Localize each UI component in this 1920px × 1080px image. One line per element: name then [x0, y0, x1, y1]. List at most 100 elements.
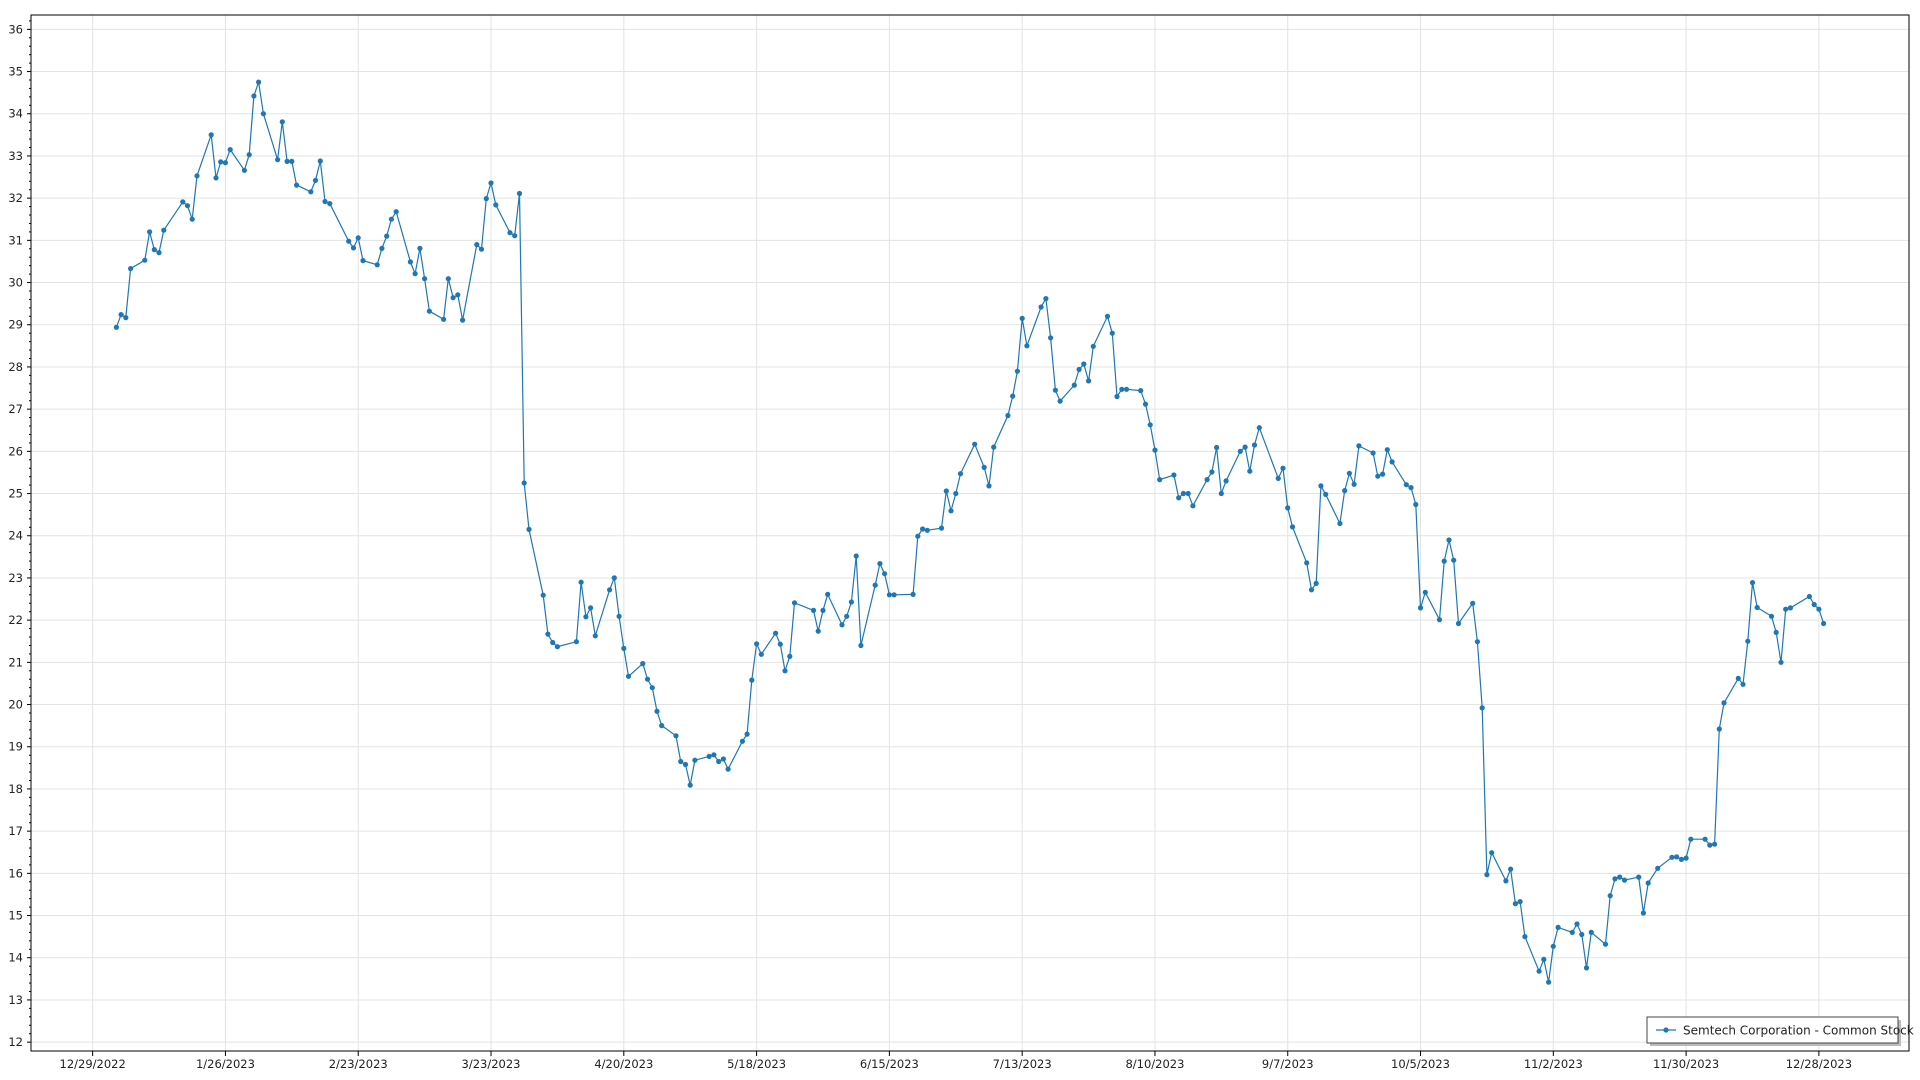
data-point [151, 247, 157, 253]
data-point [1512, 901, 1518, 907]
data-point [1123, 386, 1130, 392]
data-point [1702, 836, 1708, 842]
data-point [1470, 600, 1476, 606]
data-point [1716, 726, 1722, 732]
data-point [1119, 386, 1125, 392]
data-point [284, 158, 290, 164]
data-point [1275, 475, 1281, 481]
data-point [640, 661, 646, 667]
data-point [991, 444, 997, 450]
data-point [1005, 412, 1011, 419]
data-point [1607, 893, 1613, 899]
y-tick-label: 18 [8, 782, 23, 796]
data-point [1285, 505, 1291, 511]
x-tick-label: 2/23/2023 [329, 1057, 388, 1071]
data-point [725, 766, 731, 772]
data-point [161, 227, 167, 233]
data-point [1645, 880, 1651, 886]
data-point [393, 209, 399, 215]
data-point [844, 613, 850, 619]
data-point [417, 245, 423, 251]
data-point [1185, 490, 1191, 497]
data-point [1517, 899, 1523, 905]
x-tick-label: 4/20/2023 [594, 1057, 653, 1071]
y-tick-label: 30 [8, 276, 23, 290]
data-point [573, 639, 580, 645]
data-point [749, 677, 755, 683]
data-point [886, 592, 893, 598]
data-point [1337, 520, 1343, 527]
data-point [1749, 580, 1756, 586]
data-point [592, 633, 598, 639]
data-point [777, 641, 783, 647]
data-point [1010, 393, 1016, 399]
data-point [1247, 468, 1253, 474]
data-point [294, 182, 300, 188]
data-point [1446, 537, 1452, 543]
data-point [654, 708, 660, 714]
y-tick-label: 26 [8, 444, 23, 458]
data-point [118, 312, 124, 318]
data-point [189, 216, 195, 222]
x-tick-label: 7/13/2023 [993, 1057, 1052, 1071]
data-point [1323, 491, 1329, 497]
data-point [218, 159, 224, 165]
data-point [1655, 865, 1661, 871]
data-point [1787, 605, 1793, 611]
y-tick-label: 15 [8, 909, 23, 923]
x-tick-label: 9/7/2023 [1262, 1057, 1314, 1071]
data-point [678, 758, 684, 765]
data-point [853, 553, 859, 559]
data-point [289, 158, 295, 164]
data-point [773, 630, 779, 636]
data-point [180, 199, 186, 205]
data-point [426, 308, 432, 314]
y-tick-label: 12 [8, 1035, 23, 1049]
data-point [1351, 481, 1357, 487]
x-tick-label: 5/18/2023 [727, 1057, 786, 1071]
data-point [1489, 850, 1495, 856]
x-tick-label: 11/30/2023 [1653, 1057, 1719, 1071]
data-point [1569, 929, 1575, 936]
data-point [1114, 393, 1120, 400]
data-point [1081, 361, 1087, 367]
data-point [516, 190, 523, 197]
y-tick-label: 23 [8, 571, 23, 585]
data-point [1455, 620, 1462, 627]
data-point [1104, 313, 1111, 319]
data-point [147, 229, 153, 235]
data-point [1740, 681, 1746, 687]
data-point [682, 761, 689, 768]
data-point [687, 782, 693, 788]
data-point [621, 645, 627, 652]
data-point [1214, 444, 1220, 451]
data-point [1223, 478, 1229, 484]
data-point [241, 167, 247, 173]
data-point [744, 731, 750, 737]
data-point [493, 202, 499, 208]
gridlines [31, 15, 1909, 1051]
data-point [450, 295, 456, 301]
data-point [820, 607, 826, 614]
data-point [213, 175, 219, 181]
data-point [877, 561, 883, 567]
legend-label: Semtech Corporation - Common Stock [1683, 1024, 1914, 1038]
data-point [1356, 443, 1362, 449]
x-tick-label: 10/5/2023 [1391, 1057, 1450, 1071]
data-point [1176, 495, 1182, 501]
data-point [422, 276, 428, 282]
data-point [882, 571, 888, 577]
data-point [1669, 854, 1675, 860]
data-point [1024, 343, 1030, 349]
data-point [1403, 482, 1409, 488]
data-point [1019, 315, 1025, 321]
data-point [1408, 485, 1414, 491]
data-point [1380, 471, 1386, 477]
data-point [1152, 447, 1158, 453]
data-point [583, 614, 589, 620]
data-point [346, 238, 352, 244]
data-point [1204, 477, 1210, 483]
y-tick-label: 22 [8, 613, 23, 627]
data-point [848, 599, 855, 605]
data-point [1413, 501, 1419, 508]
